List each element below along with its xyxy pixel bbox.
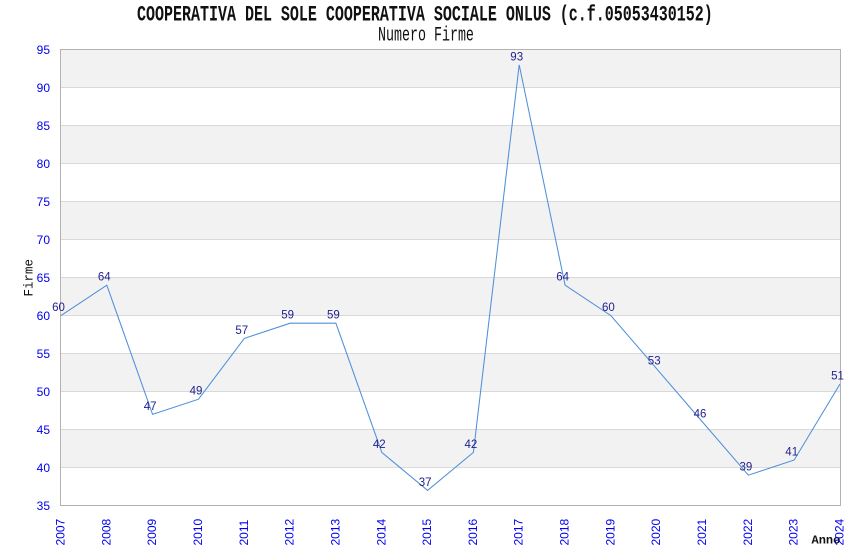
svg-text:85: 85 — [37, 119, 51, 133]
svg-text:2015: 2015 — [420, 518, 434, 545]
svg-text:2021: 2021 — [695, 518, 709, 545]
svg-text:42: 42 — [465, 439, 478, 451]
svg-text:59: 59 — [281, 310, 294, 322]
svg-text:2007: 2007 — [54, 518, 68, 545]
svg-text:2022: 2022 — [741, 518, 755, 545]
svg-text:60: 60 — [602, 302, 615, 314]
svg-text:37: 37 — [419, 477, 432, 489]
svg-text:2008: 2008 — [99, 518, 113, 545]
svg-text:46: 46 — [694, 409, 707, 421]
svg-text:2016: 2016 — [466, 518, 480, 545]
svg-text:90: 90 — [37, 81, 51, 95]
svg-text:80: 80 — [37, 157, 51, 171]
svg-text:2014: 2014 — [374, 518, 388, 545]
svg-text:50: 50 — [37, 385, 51, 399]
svg-text:65: 65 — [37, 271, 51, 285]
svg-text:39: 39 — [740, 462, 753, 474]
svg-text:40: 40 — [37, 461, 51, 475]
svg-text:64: 64 — [98, 272, 111, 284]
svg-text:Anno: Anno — [812, 534, 841, 548]
svg-text:51: 51 — [831, 371, 844, 383]
svg-text:64: 64 — [556, 272, 569, 284]
svg-text:2017: 2017 — [512, 518, 526, 545]
svg-text:Numero Firme: Numero Firme — [378, 25, 474, 48]
svg-text:93: 93 — [510, 51, 523, 63]
svg-text:55: 55 — [37, 347, 51, 361]
svg-text:95: 95 — [37, 43, 51, 57]
svg-text:2012: 2012 — [283, 518, 297, 545]
svg-text:2024: 2024 — [833, 518, 847, 545]
svg-text:2010: 2010 — [191, 518, 205, 545]
svg-text:59: 59 — [327, 310, 340, 322]
svg-text:2019: 2019 — [603, 518, 617, 545]
svg-text:70: 70 — [37, 233, 51, 247]
svg-text:75: 75 — [37, 195, 51, 209]
svg-text:COOPERATIVA DEL SOLE COOPERATI: COOPERATIVA DEL SOLE COOPERATIVA SOCIALE… — [137, 2, 713, 28]
svg-text:2023: 2023 — [787, 518, 801, 545]
svg-text:2013: 2013 — [328, 518, 342, 545]
svg-text:41: 41 — [785, 447, 798, 459]
svg-text:2009: 2009 — [145, 518, 159, 545]
svg-text:35: 35 — [37, 499, 51, 513]
svg-text:60: 60 — [37, 309, 51, 323]
svg-text:2011: 2011 — [237, 519, 251, 545]
svg-text:60: 60 — [52, 302, 65, 314]
svg-text:47: 47 — [144, 401, 157, 413]
svg-text:2018: 2018 — [558, 518, 572, 545]
svg-text:42: 42 — [373, 439, 386, 451]
svg-text:53: 53 — [648, 355, 661, 367]
svg-text:49: 49 — [190, 386, 203, 398]
svg-text:Firme: Firme — [23, 259, 37, 297]
svg-text:45: 45 — [37, 423, 51, 437]
svg-text:2020: 2020 — [649, 518, 663, 545]
svg-text:57: 57 — [235, 325, 248, 337]
